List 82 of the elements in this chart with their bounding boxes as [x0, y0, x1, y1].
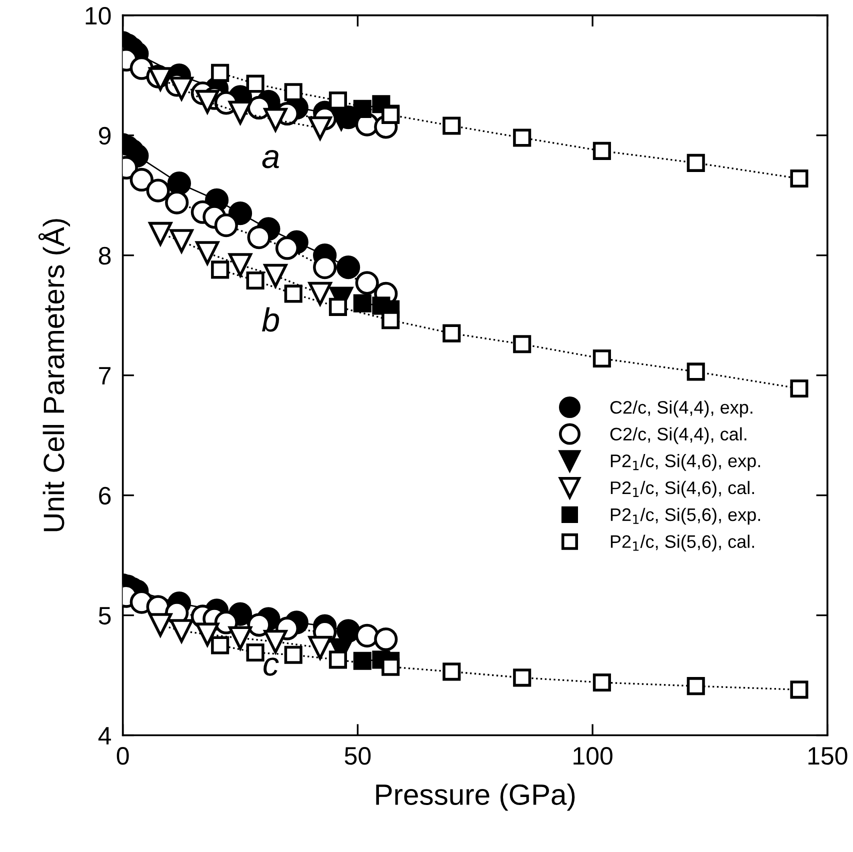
x-tick-label: 150 — [808, 747, 848, 765]
y-tick-label: 8 — [98, 246, 111, 265]
point — [170, 229, 194, 253]
point — [211, 64, 230, 82]
point — [167, 172, 192, 196]
point — [790, 379, 808, 398]
point — [336, 256, 360, 280]
legend-label: C2/c, Si(4,4), cal. — [610, 427, 746, 444]
point — [170, 76, 194, 100]
point — [353, 652, 372, 670]
point — [592, 673, 611, 692]
point — [196, 622, 220, 646]
point — [214, 214, 238, 238]
y-axis-title: Unit Cell Parameters (Å) — [38, 219, 70, 532]
legend-label: C2/c, Si(4,4), exp. — [610, 400, 752, 418]
point — [284, 83, 302, 102]
point — [790, 680, 808, 699]
point — [442, 662, 461, 681]
point — [353, 294, 372, 312]
point — [170, 619, 194, 643]
annotation: b — [262, 307, 280, 332]
point — [442, 116, 461, 135]
point — [308, 282, 332, 306]
point — [264, 264, 288, 288]
point — [355, 624, 379, 648]
legend-label: P2$_{1}$/c, Si(5,6), cal. — [610, 534, 754, 552]
point — [211, 636, 230, 654]
point — [148, 222, 172, 246]
point — [592, 349, 611, 368]
x-tick-label: 100 — [574, 747, 612, 765]
point — [148, 613, 172, 637]
point — [264, 108, 288, 132]
point — [592, 142, 611, 160]
y-tick-label: 6 — [99, 486, 111, 505]
y-tick-label: 4 — [98, 727, 111, 744]
point — [284, 284, 302, 303]
point — [382, 311, 400, 330]
y-tick-label: 5 — [98, 607, 111, 625]
point — [228, 626, 252, 650]
point — [228, 253, 252, 277]
point — [374, 627, 398, 652]
point — [353, 100, 372, 118]
point — [328, 650, 347, 669]
point — [686, 154, 705, 172]
point — [355, 271, 379, 295]
point — [790, 169, 808, 188]
x-tick-label: 0 — [116, 747, 129, 765]
point — [246, 74, 264, 93]
annotation: c — [264, 658, 279, 676]
point — [146, 178, 170, 202]
y-tick-label: 7 — [99, 367, 110, 384]
point — [275, 236, 300, 260]
point — [130, 168, 154, 192]
point — [246, 643, 264, 662]
point — [686, 362, 705, 381]
point — [284, 646, 302, 664]
point — [228, 100, 252, 124]
legend-label: P2$_{1}$/c, Si(4,6), cal. — [610, 480, 754, 498]
point — [228, 202, 252, 226]
point — [686, 677, 705, 696]
x-tick-label: 50 — [344, 747, 371, 765]
point — [328, 298, 347, 316]
point — [513, 335, 532, 354]
legend-label: P2$_{1}$/c, Si(5,6), exp. — [610, 508, 760, 525]
point — [442, 324, 461, 342]
point — [247, 226, 271, 250]
point — [513, 128, 532, 147]
y-tick-label: 9 — [98, 126, 111, 145]
point — [308, 116, 332, 140]
point — [308, 636, 332, 660]
point — [165, 190, 189, 214]
x-axis-title: Pressure (GPa) — [376, 784, 575, 811]
point — [196, 90, 220, 114]
y-tick-label: 10 — [86, 6, 111, 25]
annotation: a — [262, 150, 279, 168]
point — [382, 658, 400, 676]
point — [264, 630, 288, 654]
point — [211, 260, 230, 279]
point — [196, 241, 220, 265]
point — [513, 668, 532, 687]
point — [246, 271, 264, 290]
legend-label: P2$_{1}$/c, Si(4,6), exp. — [610, 454, 760, 471]
